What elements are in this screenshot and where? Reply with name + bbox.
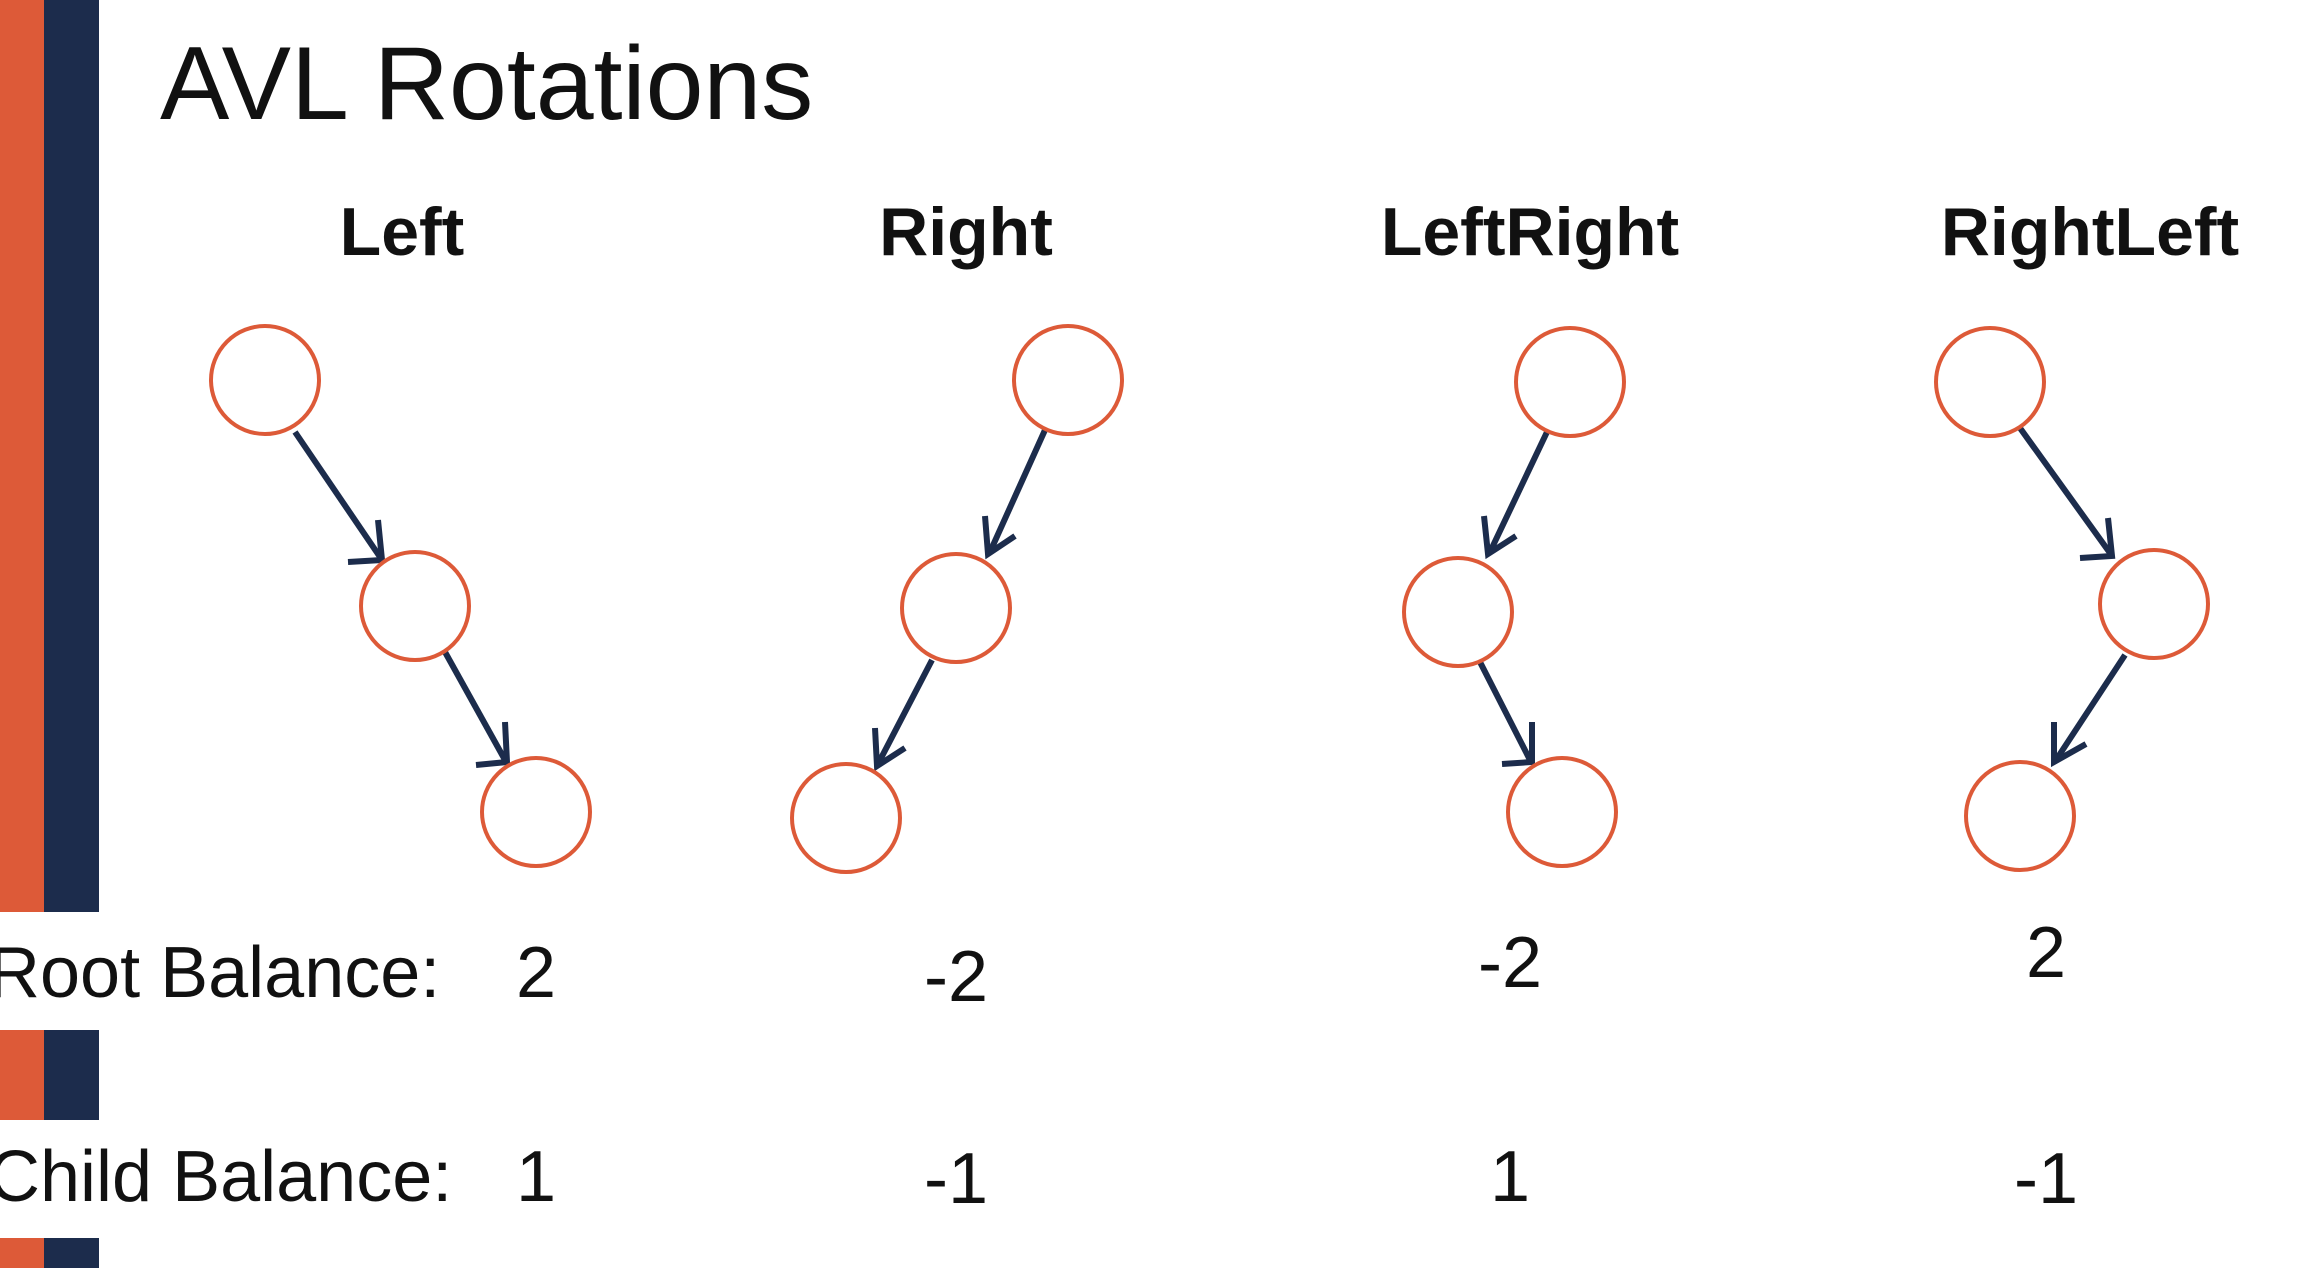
arrowhead-rightleft-1 [2079, 517, 2116, 561]
arrowhead-right-2 [872, 727, 907, 772]
heading-rightleft: RightLeft [1940, 194, 2240, 270]
root-balance-right: -2 [923, 937, 989, 1017]
arrowhead-right-1 [982, 515, 1017, 560]
arrowhead-left-1 [347, 519, 386, 565]
edge-rightleft-2 [2053, 653, 2128, 762]
edge-leftright-1 [1487, 430, 1550, 554]
accent-stripe-navy [44, 0, 99, 1268]
tree-node [2098, 548, 2210, 660]
arrowhead-left-2 [475, 721, 511, 768]
stripe-gap-child [0, 1120, 99, 1238]
stripe-gap-root [0, 912, 99, 1030]
edge-rightleft-1 [2017, 426, 2113, 555]
tree-node [1506, 756, 1618, 868]
tree-node [900, 552, 1012, 664]
edge-right-1 [987, 428, 1048, 554]
child-balance-left: 1 [515, 1137, 557, 1217]
accent-stripe-orange [0, 0, 44, 1268]
root-balance-left: 2 [515, 933, 557, 1013]
edge-right-2 [875, 658, 935, 766]
tree-leftright [1402, 326, 1626, 868]
tree-node [1934, 326, 2046, 438]
tree-node [209, 324, 321, 436]
edge-leftright-2 [1477, 660, 1533, 762]
root-balance-label: Root Balance: [0, 933, 441, 1013]
heading-left: Left [339, 194, 465, 270]
arrowhead-rightleft-2 [2051, 722, 2088, 768]
slide-title: AVL Rotations [160, 26, 814, 142]
root-balance-leftright: -2 [1477, 923, 1543, 1003]
tree-node [1402, 556, 1514, 668]
tree-node [480, 756, 592, 868]
heading-leftright: LeftRight [1380, 194, 1680, 270]
arrowhead-leftright-2 [1501, 722, 1535, 767]
arrowhead-leftright-1 [1481, 515, 1518, 560]
tree-node [1514, 326, 1626, 438]
tree-left [209, 324, 592, 868]
tree-node [1964, 760, 2076, 872]
tree-node [359, 550, 471, 662]
edge-left-1 [292, 430, 383, 559]
heading-right: Right [879, 194, 1053, 270]
tree-node [790, 762, 902, 874]
tree-right [790, 324, 1124, 874]
child-balance-label: Child Balance: [0, 1137, 453, 1217]
root-balance-rightleft: 2 [2025, 913, 2067, 993]
child-balance-leftright: 1 [1489, 1137, 1531, 1217]
tree-node [1012, 324, 1124, 436]
edge-left-2 [442, 650, 508, 762]
tree-rightleft [1934, 326, 2210, 872]
child-balance-rightleft: -1 [2013, 1139, 2079, 1219]
child-balance-right: -1 [923, 1139, 989, 1219]
